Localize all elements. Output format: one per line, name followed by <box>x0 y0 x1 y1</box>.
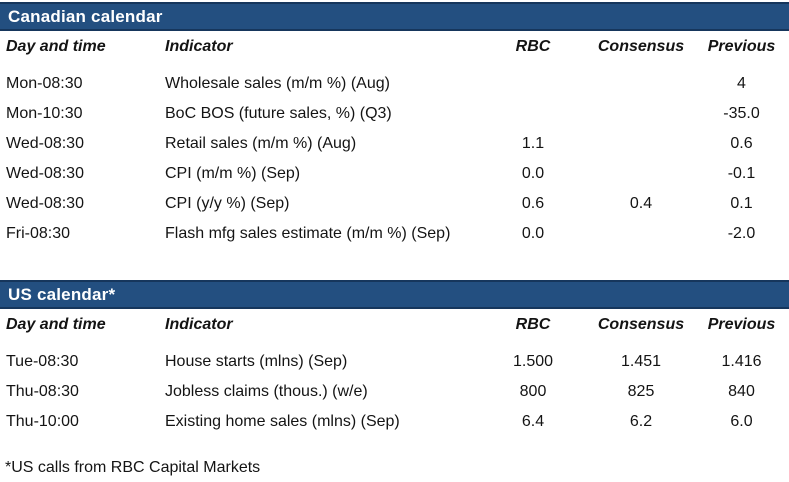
cell-indicator: Jobless claims (thous.) (w/e) <box>165 383 368 400</box>
cell-indicator: Wholesale sales (m/m %) (Aug) <box>165 75 390 92</box>
cell-rbc: 1.500 <box>512 353 554 370</box>
cell-indicator: Retail sales (m/m %) (Aug) <box>165 135 357 152</box>
section-title: US calendar* <box>8 285 116 304</box>
column-header-day-and-time: Day and time <box>6 38 106 55</box>
cell-indicator: Existing home sales (mlns) (Sep) <box>165 413 400 430</box>
column-header-previous: Previous <box>707 38 776 55</box>
table-row: Wed-08:30 Retail sales (m/m %) (Aug) 1.1 0.… <box>0 129 789 159</box>
cell-indicator: Flash mfg sales estimate (m/m %) (Sep) <box>165 225 451 242</box>
cell-previous: 0.6 <box>730 135 753 152</box>
cell-previous: -0.1 <box>727 165 756 182</box>
cell-rbc: 1.1 <box>521 135 545 152</box>
cell-indicator: CPI (y/y %) (Sep) <box>165 195 290 212</box>
cell-day: Mon-10:30 <box>6 105 83 122</box>
cell-day: Fri-08:30 <box>6 225 71 242</box>
cell-consensus: 1.451 <box>620 353 662 370</box>
table-row: Fri-08:30 Flash mfg sales estimate (m/m %… <box>0 219 789 249</box>
cell-rbc: 0.0 <box>521 225 545 242</box>
section-title: Canadian calendar <box>8 7 163 26</box>
cell-rbc: 800 <box>519 383 547 400</box>
column-header-day-and-time: Day and time <box>6 316 106 333</box>
cell-previous: 840 <box>728 383 755 400</box>
cell-day: Thu-10:00 <box>6 413 79 430</box>
cell-rbc: 0.6 <box>521 195 545 212</box>
cell-day: Wed-08:30 <box>6 195 84 212</box>
canadian-calendar-rows: Mon-08:30 Wholesale sales (m/m %) (Aug) 4 M… <box>0 69 789 249</box>
column-header-row: Day and time Indicator RBC Consensus Pre… <box>0 31 789 63</box>
cell-previous: 4 <box>737 75 746 92</box>
cell-previous: 0.1 <box>730 195 753 212</box>
us-calendar-rows: Tue-08:30 House starts (mlns) (Sep) 1.500 1… <box>0 347 789 437</box>
column-header-row: Day and time Indicator RBC Consensus Pre… <box>0 309 789 341</box>
cell-consensus: 6.2 <box>629 413 653 430</box>
cell-indicator: CPI (m/m %) (Sep) <box>165 165 301 182</box>
cell-day: Wed-08:30 <box>6 165 84 182</box>
cell-consensus: 0.4 <box>629 195 653 212</box>
cell-day: Wed-08:30 <box>6 135 84 152</box>
column-header-consensus: Consensus <box>597 316 685 333</box>
cell-previous: 1.416 <box>721 353 762 370</box>
column-header-rbc: RBC <box>515 316 551 333</box>
cell-day: Thu-08:30 <box>6 383 79 400</box>
table-row: Tue-08:30 House starts (mlns) (Sep) 1.500 1… <box>0 347 789 377</box>
cell-consensus: 825 <box>627 383 655 400</box>
canadian-calendar-section: Canadian calendar Day and time Indicator… <box>0 2 789 249</box>
cell-day: Mon-08:30 <box>6 75 83 92</box>
cell-day: Tue-08:30 <box>6 353 79 370</box>
table-row: Wed-08:30 CPI (m/m %) (Sep) 0.0 -0.1 <box>0 159 789 189</box>
cell-rbc: 6.4 <box>521 413 545 430</box>
column-header-consensus: Consensus <box>597 38 685 55</box>
footnote: *US calls from RBC Capital Markets <box>5 459 261 476</box>
table-row: Thu-10:00 Existing home sales (mlns) (Sep… <box>0 407 789 437</box>
column-header-indicator: Indicator <box>165 316 233 333</box>
table-row: Thu-08:30 Jobless claims (thous.) (w/e) 80… <box>0 377 789 407</box>
cell-previous: -2.0 <box>727 225 756 242</box>
cell-indicator: House starts (mlns) (Sep) <box>165 353 348 370</box>
section-title-bar: US calendar* <box>0 280 789 309</box>
us-calendar-section: US calendar* Day and time Indicator RBC … <box>0 280 789 437</box>
column-header-indicator: Indicator <box>165 38 233 55</box>
cell-rbc: 0.0 <box>521 165 545 182</box>
column-header-previous: Previous <box>707 316 776 333</box>
table-row: Mon-10:30 BoC BOS (future sales, %) (Q3) -… <box>0 99 789 129</box>
cell-indicator: BoC BOS (future sales, %) (Q3) <box>165 105 392 122</box>
table-row: Wed-08:30 CPI (y/y %) (Sep) 0.6 0.4 0.1 <box>0 189 789 219</box>
table-row: Mon-08:30 Wholesale sales (m/m %) (Aug) 4 <box>0 69 789 99</box>
section-title-bar: Canadian calendar <box>0 2 789 31</box>
column-header-rbc: RBC <box>515 38 551 55</box>
cell-previous: 6.0 <box>730 413 753 430</box>
cell-previous: -35.0 <box>723 105 760 122</box>
